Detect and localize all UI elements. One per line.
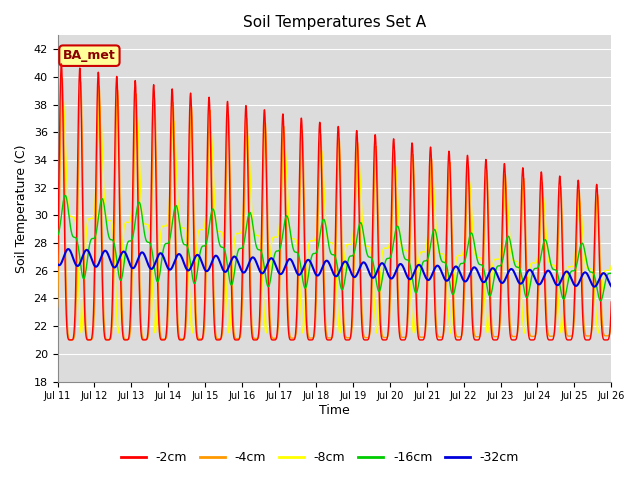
Text: BA_met: BA_met <box>63 49 116 62</box>
Legend: -2cm, -4cm, -8cm, -16cm, -32cm: -2cm, -4cm, -8cm, -16cm, -32cm <box>116 446 524 469</box>
Y-axis label: Soil Temperature (C): Soil Temperature (C) <box>15 144 28 273</box>
X-axis label: Time: Time <box>319 404 350 417</box>
Title: Soil Temperatures Set A: Soil Temperatures Set A <box>243 15 426 30</box>
